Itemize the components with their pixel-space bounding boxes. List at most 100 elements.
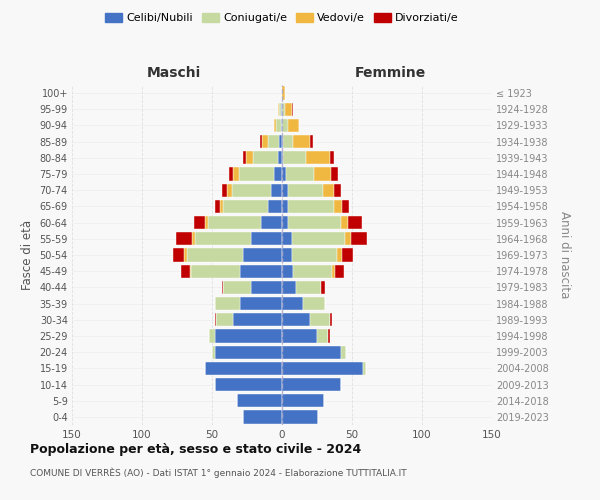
- Bar: [282, 184, 287, 197]
- Bar: [282, 232, 292, 245]
- Bar: [222, 280, 223, 294]
- Bar: [345, 232, 350, 245]
- Bar: [215, 297, 240, 310]
- Bar: [282, 86, 285, 100]
- Bar: [293, 264, 332, 278]
- Bar: [245, 151, 253, 164]
- Bar: [237, 394, 282, 407]
- Bar: [306, 151, 329, 164]
- Bar: [296, 280, 321, 294]
- Bar: [287, 200, 334, 213]
- Bar: [212, 346, 215, 359]
- Text: Popolazione per età, sesso e stato civile - 2024: Popolazione per età, sesso e stato civil…: [30, 442, 361, 456]
- Bar: [329, 313, 332, 326]
- Bar: [274, 168, 282, 180]
- Bar: [303, 297, 325, 310]
- Bar: [321, 280, 325, 294]
- Bar: [268, 200, 282, 213]
- Bar: [286, 168, 314, 180]
- Bar: [243, 410, 282, 424]
- Bar: [282, 346, 341, 359]
- Bar: [193, 232, 195, 245]
- Bar: [240, 297, 282, 310]
- Bar: [293, 135, 310, 148]
- Bar: [282, 151, 283, 164]
- Bar: [274, 119, 277, 132]
- Bar: [282, 313, 310, 326]
- Bar: [278, 151, 282, 164]
- Bar: [281, 119, 282, 132]
- Bar: [223, 280, 251, 294]
- Bar: [282, 280, 296, 294]
- Bar: [205, 362, 282, 375]
- Bar: [240, 264, 282, 278]
- Text: Maschi: Maschi: [147, 66, 201, 80]
- Bar: [227, 184, 232, 197]
- Bar: [342, 248, 353, 262]
- Bar: [279, 102, 281, 116]
- Bar: [173, 248, 184, 262]
- Bar: [209, 330, 215, 342]
- Bar: [282, 330, 317, 342]
- Bar: [278, 102, 279, 116]
- Bar: [205, 216, 208, 230]
- Bar: [282, 410, 319, 424]
- Bar: [261, 216, 282, 230]
- Bar: [251, 280, 282, 294]
- Bar: [191, 264, 240, 278]
- Bar: [268, 135, 279, 148]
- Bar: [292, 248, 337, 262]
- Bar: [283, 135, 293, 148]
- Bar: [194, 216, 205, 230]
- Bar: [243, 248, 282, 262]
- Bar: [282, 168, 286, 180]
- Bar: [323, 184, 334, 197]
- Bar: [229, 168, 233, 180]
- Bar: [187, 248, 243, 262]
- Bar: [215, 346, 282, 359]
- Bar: [216, 313, 233, 326]
- Bar: [233, 168, 239, 180]
- Bar: [282, 264, 293, 278]
- Bar: [310, 135, 313, 148]
- Bar: [282, 378, 341, 391]
- Bar: [282, 362, 363, 375]
- Bar: [334, 184, 341, 197]
- Bar: [260, 135, 262, 148]
- Y-axis label: Fasce di età: Fasce di età: [21, 220, 34, 290]
- Bar: [287, 184, 323, 197]
- Legend: Celibi/Nubili, Coniugati/e, Vedovi/e, Divorziati/e: Celibi/Nubili, Coniugati/e, Vedovi/e, Di…: [101, 8, 463, 28]
- Bar: [310, 313, 329, 326]
- Bar: [282, 135, 283, 148]
- Bar: [220, 200, 223, 213]
- Bar: [285, 102, 292, 116]
- Bar: [281, 102, 282, 116]
- Bar: [215, 313, 216, 326]
- Bar: [243, 151, 245, 164]
- Bar: [190, 264, 191, 278]
- Bar: [287, 216, 341, 230]
- Bar: [341, 216, 348, 230]
- Bar: [184, 248, 187, 262]
- Bar: [282, 216, 287, 230]
- Bar: [223, 200, 268, 213]
- Bar: [251, 232, 282, 245]
- Bar: [239, 168, 274, 180]
- Bar: [337, 248, 342, 262]
- Bar: [282, 394, 324, 407]
- Bar: [215, 330, 282, 342]
- Text: Femmine: Femmine: [355, 66, 425, 80]
- Bar: [215, 378, 282, 391]
- Bar: [181, 264, 190, 278]
- Bar: [329, 151, 334, 164]
- Bar: [195, 232, 251, 245]
- Bar: [335, 264, 344, 278]
- Bar: [176, 232, 193, 245]
- Bar: [341, 346, 346, 359]
- Bar: [232, 184, 271, 197]
- Bar: [277, 119, 281, 132]
- Bar: [262, 135, 268, 148]
- Bar: [222, 184, 227, 197]
- Bar: [350, 232, 367, 245]
- Bar: [331, 168, 338, 180]
